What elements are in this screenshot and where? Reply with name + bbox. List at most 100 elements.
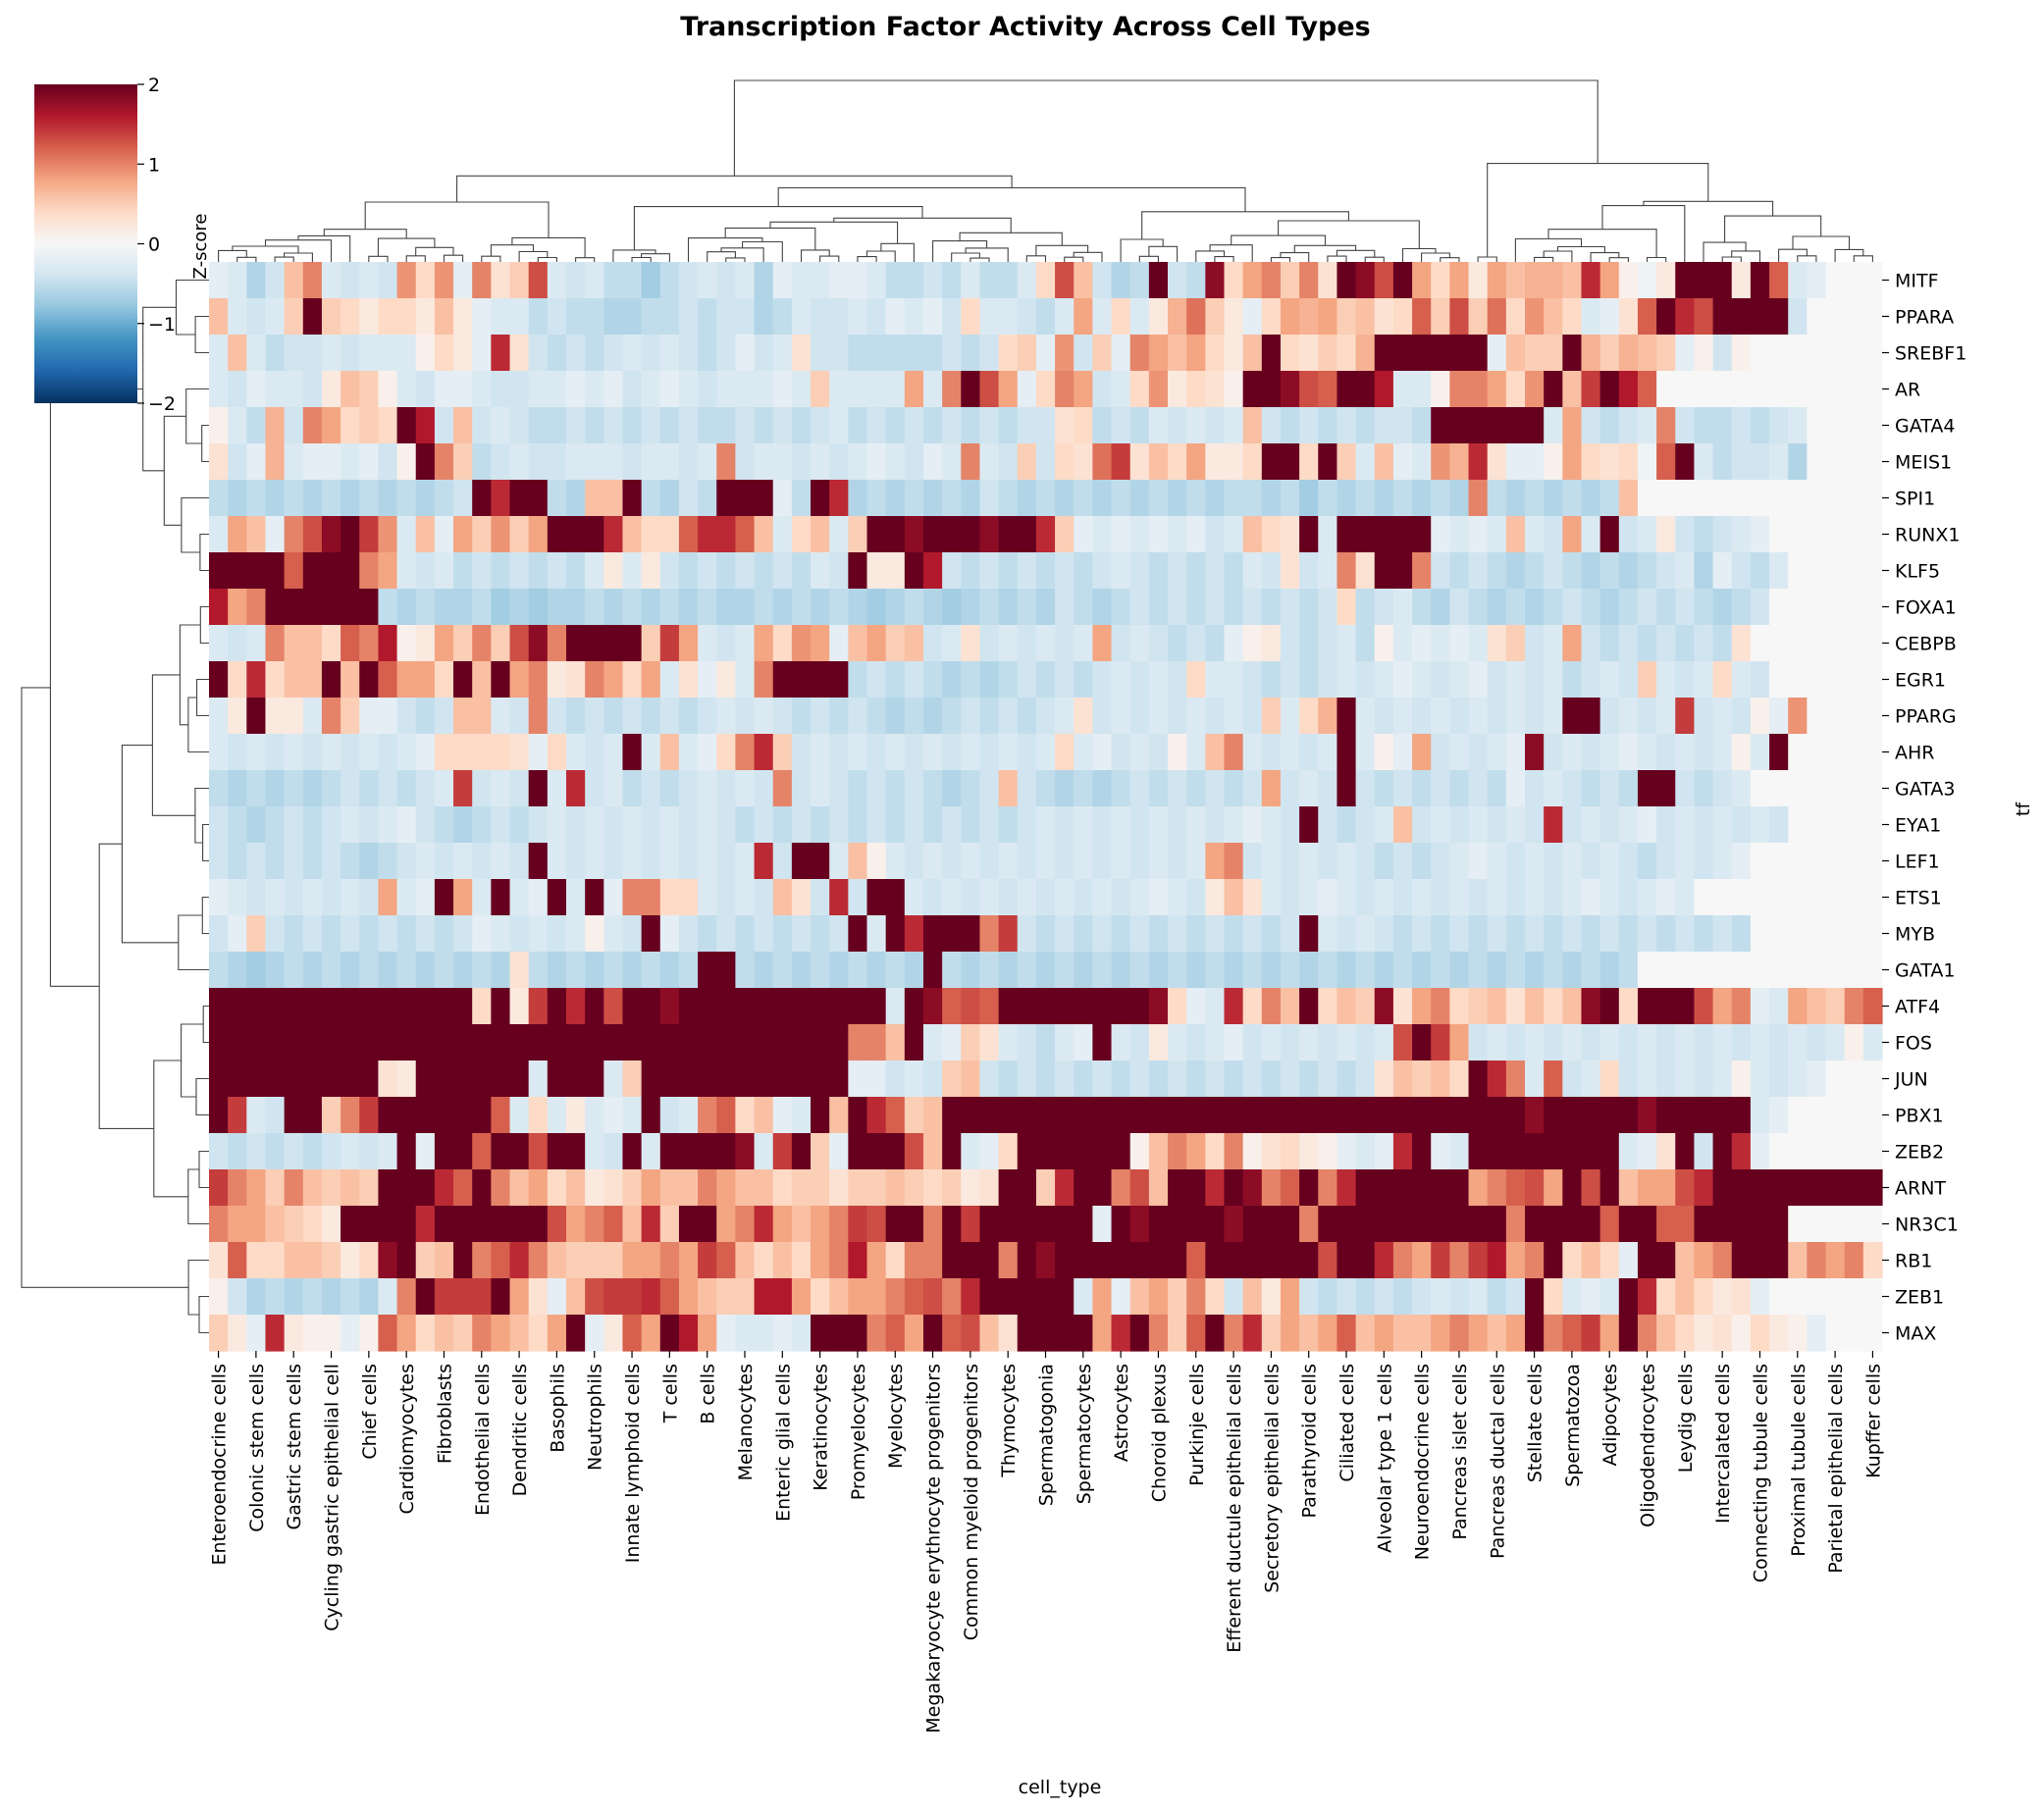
heatmap-cell xyxy=(716,661,737,699)
heatmap-cell xyxy=(246,698,267,735)
heatmap-cell xyxy=(641,1133,661,1170)
heatmap-cell xyxy=(1431,552,1450,590)
heatmap-cell xyxy=(1168,1061,1187,1098)
heatmap-cell xyxy=(1205,1024,1226,1061)
heatmap-cell xyxy=(1656,1133,1676,1170)
heatmap-cell xyxy=(1242,552,1263,590)
dendrogram-link xyxy=(742,240,783,262)
heatmap-cell xyxy=(1186,625,1206,662)
heatmap-cell xyxy=(1017,1315,1037,1352)
heatmap-cell xyxy=(1392,879,1413,916)
colorbar-tick-label: −2 xyxy=(148,393,176,415)
heatmap-cell xyxy=(565,443,586,481)
heatmap-cell xyxy=(791,915,812,953)
heatmap-cell xyxy=(453,335,473,372)
heatmap-cell xyxy=(1769,1169,1789,1207)
heatmap-cell xyxy=(1468,915,1489,953)
heatmap-cell xyxy=(1412,552,1432,590)
heatmap-cell xyxy=(961,661,981,699)
heatmap-cell xyxy=(848,1278,868,1316)
heatmap-cell xyxy=(1374,1024,1394,1061)
dendrogram-link xyxy=(1601,205,1686,262)
heatmap-cell xyxy=(1769,1315,1789,1352)
heatmap-cell xyxy=(678,407,699,444)
heatmap-cell xyxy=(829,988,849,1025)
heatmap-cell xyxy=(1487,589,1507,626)
heatmap-cell xyxy=(829,335,849,372)
heatmap-cell xyxy=(641,1278,661,1316)
heatmap-cell xyxy=(904,1206,924,1243)
heatmap-cell xyxy=(528,262,549,299)
heatmap-cell xyxy=(1712,1097,1733,1134)
heatmap-cell xyxy=(1092,915,1113,953)
heatmap-cell xyxy=(1074,806,1093,844)
heatmap-cell xyxy=(603,806,624,844)
heatmap-cell xyxy=(434,770,454,807)
row-label: PPARA xyxy=(1895,307,1954,329)
heatmap-cell xyxy=(1769,335,1789,372)
heatmap-cell xyxy=(622,661,643,699)
heatmap-cell xyxy=(866,625,887,662)
heatmap-cell xyxy=(302,1278,323,1316)
heatmap-cell xyxy=(547,262,567,299)
dendrogram-link xyxy=(199,533,209,572)
heatmap-cell xyxy=(547,1169,567,1207)
heatmap-cell xyxy=(716,843,737,880)
heatmap-cell xyxy=(509,298,530,336)
heatmap-cell xyxy=(1074,1024,1093,1061)
heatmap-cell xyxy=(829,770,849,807)
heatmap-cell xyxy=(1205,371,1226,408)
heatmap-cell xyxy=(791,1061,812,1098)
heatmap-cell xyxy=(735,770,756,807)
heatmap-cell xyxy=(1505,625,1526,662)
dendrogram-link xyxy=(21,687,189,1288)
heatmap-cell xyxy=(246,879,267,916)
heatmap-cell xyxy=(246,770,267,807)
column-label: Spermatocytes xyxy=(1074,1364,1095,1504)
heatmap-cell xyxy=(904,734,924,771)
heatmap-cell xyxy=(998,843,1019,880)
heatmap-cell xyxy=(359,988,380,1025)
heatmap-cell xyxy=(829,443,849,481)
heatmap-cell xyxy=(1862,1133,1883,1170)
heatmap-cell xyxy=(1412,1061,1432,1098)
heatmap-cell xyxy=(284,988,304,1025)
heatmap-cell xyxy=(565,734,586,771)
heatmap-cell xyxy=(396,1278,417,1316)
heatmap-cell xyxy=(1205,770,1226,807)
heatmap-cell xyxy=(1074,262,1093,299)
heatmap-cell xyxy=(1825,298,1846,336)
row-label: RUNX1 xyxy=(1895,525,1960,546)
chart-title: Transcription Factor Activity Across Cel… xyxy=(680,12,1370,42)
heatmap-cell xyxy=(321,1097,341,1134)
heatmap-cell xyxy=(1168,770,1187,807)
heatmap-cell xyxy=(1769,698,1789,735)
heatmap-cell xyxy=(622,988,643,1025)
heatmap-cell xyxy=(265,988,286,1025)
heatmap-cell xyxy=(1581,661,1601,699)
heatmap-cell xyxy=(1505,843,1526,880)
dendrogram-link xyxy=(202,1005,209,1044)
heatmap-cell xyxy=(772,952,793,989)
heatmap-cell xyxy=(678,698,699,735)
heatmap-cell xyxy=(209,1206,229,1243)
heatmap-cell xyxy=(961,879,981,916)
heatmap-cell xyxy=(246,516,267,553)
heatmap-cell xyxy=(754,734,774,771)
heatmap-cell xyxy=(434,952,454,989)
heatmap-cell xyxy=(1694,407,1714,444)
heatmap-cell xyxy=(1261,698,1282,735)
heatmap-cell xyxy=(885,988,906,1025)
heatmap-cell xyxy=(1807,1024,1827,1061)
heatmap-cell xyxy=(1788,770,1808,807)
heatmap-cell xyxy=(265,335,286,372)
heatmap-cell xyxy=(565,1133,586,1170)
heatmap-cell xyxy=(1186,1061,1206,1098)
heatmap-cell xyxy=(1186,1097,1206,1134)
heatmap-cell xyxy=(904,625,924,662)
heatmap-cell xyxy=(1637,1169,1657,1207)
heatmap-cell xyxy=(228,843,247,880)
heatmap-cell xyxy=(622,770,643,807)
heatmap-cell xyxy=(396,734,417,771)
heatmap-cell xyxy=(772,371,793,408)
